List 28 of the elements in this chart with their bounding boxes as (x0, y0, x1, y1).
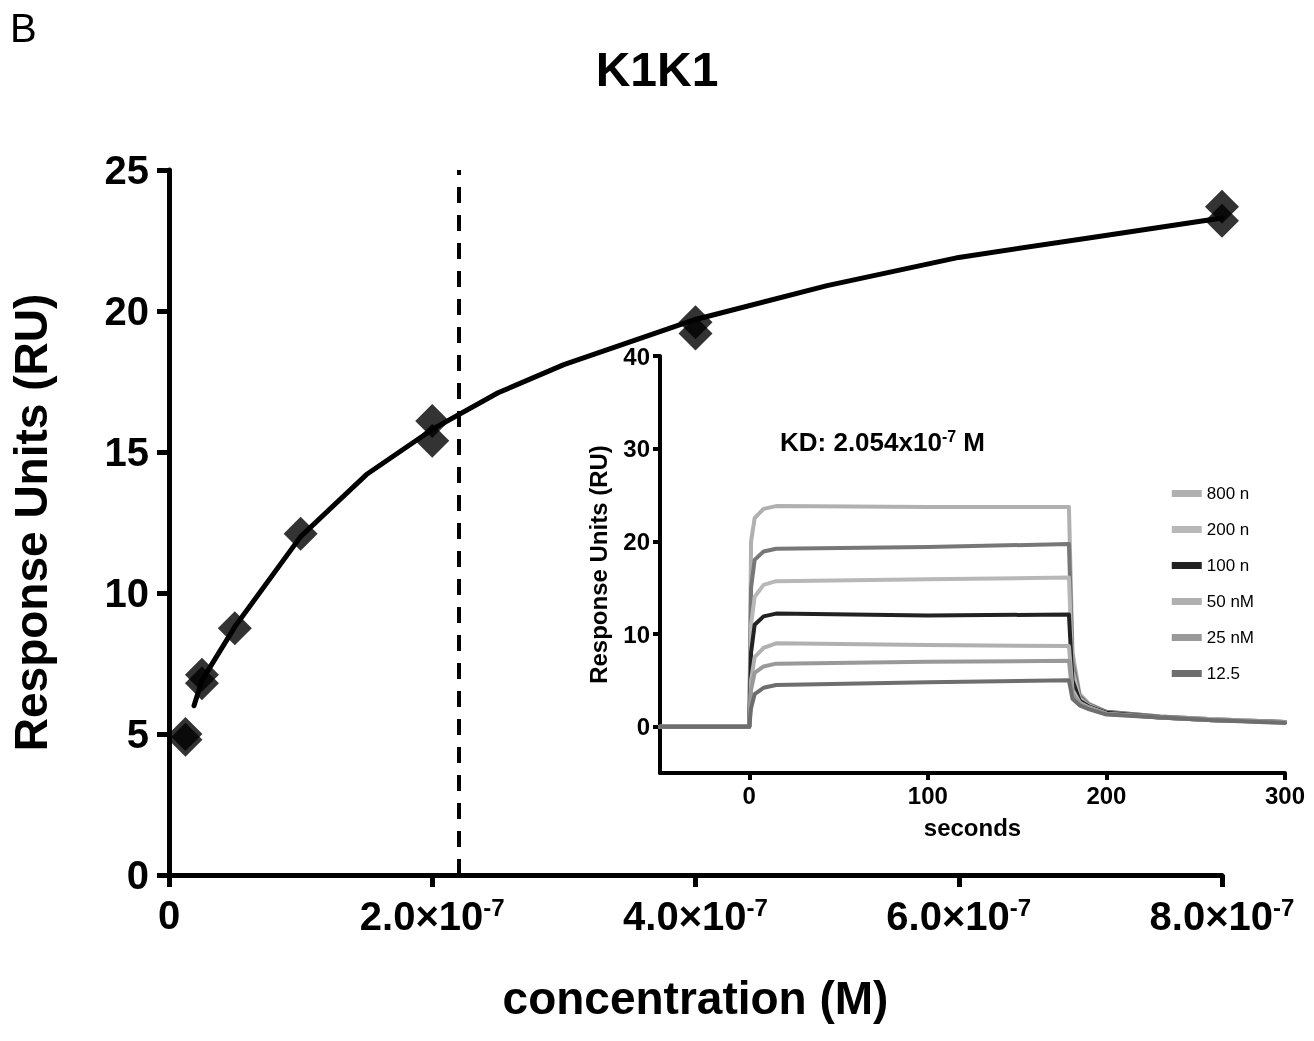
legend-label: 50 nM (1206, 592, 1254, 611)
y-tick-label: 20 (104, 289, 149, 333)
y-tick-label: 10 (104, 571, 149, 615)
x-tick-label: 100 (907, 781, 948, 809)
y-tick-label: 15 (104, 430, 149, 474)
x-axis-title: concentration (M) (502, 972, 889, 1024)
x-axis-title: seconds (923, 813, 1022, 841)
x-tick-label: 0 (742, 781, 756, 809)
y-tick-label: 30 (623, 435, 650, 463)
legend-label: 200 n (1206, 520, 1250, 539)
y-axis-title: Response Units (RU) (584, 445, 612, 684)
y-axis-title: Response Units (RU) (5, 293, 57, 752)
y-tick-label: 0 (126, 853, 149, 897)
y-tick-label: 20 (623, 527, 650, 555)
chart-title: K1K1 (595, 42, 719, 96)
y-tick-label: 10 (623, 620, 650, 648)
y-tick-label: 0 (636, 713, 650, 741)
y-tick-label: 25 (104, 148, 149, 192)
x-tick-label: 200 (1086, 781, 1127, 809)
x-tick-label: 300 (1264, 781, 1306, 809)
legend-label: 12.5 (1206, 664, 1240, 683)
y-tick-label: 5 (126, 712, 149, 756)
y-tick-label: 40 (623, 342, 650, 370)
legend-label: 800 n (1206, 484, 1250, 503)
x-tick-label: 0 (157, 893, 181, 937)
legend-label: 25 nM (1206, 628, 1254, 647)
legend-label: 100 n (1206, 556, 1250, 575)
text: B (10, 6, 37, 50)
